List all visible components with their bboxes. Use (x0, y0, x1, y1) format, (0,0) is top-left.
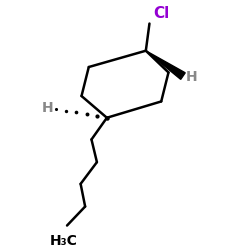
Polygon shape (146, 51, 185, 80)
Text: H₃C: H₃C (50, 234, 78, 248)
Text: H: H (42, 101, 54, 115)
Text: Cl: Cl (153, 6, 169, 21)
Text: H: H (186, 70, 198, 84)
